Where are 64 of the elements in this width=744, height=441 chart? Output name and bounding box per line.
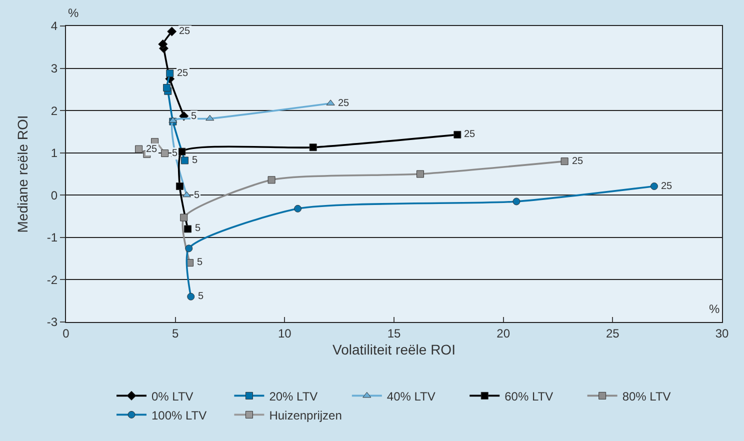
point: [168, 116, 178, 123]
x-tick-label: 25: [606, 326, 620, 340]
annotation: 25: [464, 129, 476, 140]
point: [166, 70, 174, 78]
annotation: 25: [338, 98, 350, 109]
point: [158, 39, 168, 49]
point: [180, 214, 188, 222]
point: [135, 145, 143, 153]
legend-label: 60% LTV: [504, 389, 554, 404]
point: [454, 130, 462, 138]
legend-label: 0% LTV: [152, 389, 194, 404]
point: [163, 84, 171, 92]
x-tick-label: 15: [387, 326, 401, 340]
point: [178, 148, 186, 156]
point: [180, 156, 188, 164]
point: [184, 225, 192, 233]
legend-label: Huizenprijzen: [269, 408, 342, 422]
y-tick-label: 4: [50, 19, 58, 34]
x-tick-label: 10: [278, 326, 292, 340]
text: %: [68, 6, 79, 20]
x-tick-label: 0: [62, 326, 70, 340]
point: [560, 158, 568, 166]
legend-label: 20% LTV: [269, 389, 318, 404]
point: [176, 182, 184, 190]
annotation: 25: [661, 181, 673, 192]
annotation: 25: [572, 156, 584, 167]
y-tick-label: -1: [46, 230, 58, 245]
point: [309, 144, 317, 152]
x-axis-title: Volatiliteit reële ROI: [332, 342, 456, 358]
annotation: %: [709, 302, 720, 316]
y-tick-label: -2: [46, 272, 58, 287]
legend-label: 100% LTV: [152, 408, 207, 422]
y-tick-label: 1: [50, 146, 58, 160]
annotation: 25: [179, 26, 191, 37]
annotation: 5: [195, 223, 201, 234]
annotation: 25: [146, 144, 158, 155]
x-tick-label: 20: [496, 326, 510, 340]
point: [161, 150, 169, 158]
point: [182, 191, 191, 198]
x-tick-label: 30: [715, 326, 729, 340]
point: [650, 182, 658, 190]
y-tick-label: -3: [46, 315, 58, 330]
legend-label: 40% LTV: [386, 389, 436, 404]
point: [512, 198, 520, 206]
point: [206, 114, 214, 121]
annotation: 5: [172, 148, 178, 159]
y-tick-label: 0: [50, 188, 58, 202]
point: [167, 26, 177, 36]
x-tick-label: 5: [172, 326, 179, 340]
annotation: 5: [194, 190, 200, 201]
y-tick-label: 3: [50, 61, 58, 76]
annotation: 25: [177, 68, 189, 79]
point: [187, 292, 195, 300]
point: [294, 204, 302, 212]
annotation: 5: [197, 257, 203, 268]
y-axis-title: Mediane reële ROI: [14, 115, 31, 233]
annotation: 5: [198, 291, 204, 302]
legend-label: 80% LTV: [622, 389, 671, 404]
point: [268, 176, 276, 184]
annotation: 5: [191, 111, 197, 122]
point: [185, 244, 193, 252]
point: [416, 170, 424, 178]
y-tick-label: 2: [50, 104, 58, 118]
annotation: 5: [192, 155, 198, 166]
